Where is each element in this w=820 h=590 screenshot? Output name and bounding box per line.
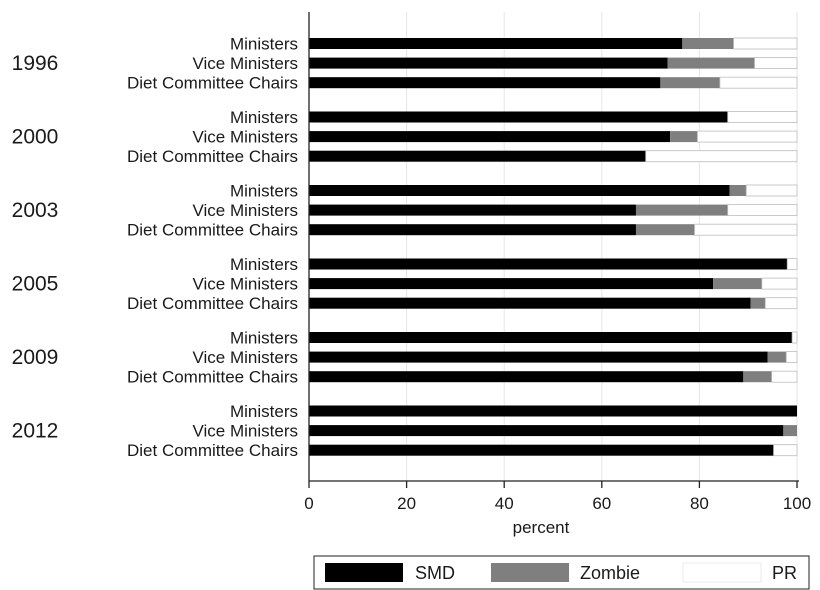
x-tick-label: 80 bbox=[690, 494, 709, 513]
group-label: 2000 bbox=[12, 126, 59, 149]
category-label: Vice Ministers bbox=[193, 128, 299, 147]
bar-segment-zombie bbox=[743, 371, 772, 383]
bar-segment-pr bbox=[645, 150, 798, 163]
category-label: Ministers bbox=[230, 182, 298, 201]
category-label: Diet Committee Chairs bbox=[127, 441, 298, 460]
bars bbox=[309, 37, 798, 457]
category-label: Diet Committee Chairs bbox=[127, 221, 298, 240]
bar-segment-smd bbox=[309, 38, 683, 49]
x-tick-label: 0 bbox=[304, 494, 313, 513]
x-axis: 0 20 40 60 80 100 bbox=[304, 12, 811, 513]
bar-segment-smd bbox=[309, 425, 784, 437]
x-axis-label: percent bbox=[513, 518, 570, 537]
bar-segment-zombie bbox=[729, 185, 747, 196]
legend-swatch-pr bbox=[682, 562, 762, 583]
bar-segment-smd bbox=[309, 131, 671, 143]
bar-segment-smd bbox=[309, 150, 646, 162]
legend-swatch-zombie bbox=[491, 563, 569, 582]
group-label: 2009 bbox=[12, 346, 59, 369]
bar-segment-smd bbox=[309, 371, 744, 383]
category-label: Ministers bbox=[230, 402, 298, 421]
bar-segment-pr bbox=[771, 370, 798, 383]
bar-segment-smd bbox=[309, 444, 774, 456]
bar-segment-smd bbox=[309, 258, 788, 270]
legend-swatch-smd bbox=[325, 563, 403, 582]
bar-segment-pr bbox=[727, 204, 798, 217]
bar-segment-smd bbox=[309, 224, 636, 236]
category-label: Ministers bbox=[230, 255, 298, 274]
category-label: Vice Ministers bbox=[193, 348, 299, 367]
group-label: 2005 bbox=[12, 273, 59, 296]
bar-segment-pr bbox=[786, 258, 798, 270]
x-tick-label: 60 bbox=[592, 494, 611, 513]
bar-segment-pr bbox=[745, 184, 798, 197]
bar-segment-pr bbox=[727, 111, 798, 123]
bar-segment-pr bbox=[719, 76, 798, 89]
category-label: Diet Committee Chairs bbox=[127, 74, 298, 93]
category-label: Vice Ministers bbox=[193, 201, 299, 220]
x-tick-label: 100 bbox=[783, 494, 811, 513]
legend-label-smd: SMD bbox=[415, 563, 455, 583]
bar-segment-smd bbox=[309, 351, 768, 363]
bar-segment-zombie bbox=[660, 77, 720, 89]
bar-segment-zombie bbox=[767, 351, 787, 363]
category-label: Diet Committee Chairs bbox=[127, 147, 298, 166]
bar-segment-zombie bbox=[635, 204, 728, 216]
category-label: Ministers bbox=[230, 329, 298, 348]
bar-segment-pr bbox=[733, 37, 798, 50]
bar-segment-zombie bbox=[682, 38, 734, 49]
category-label: Ministers bbox=[230, 35, 298, 54]
gridlines bbox=[406, 12, 798, 481]
group-label: 2012 bbox=[12, 420, 59, 443]
bar-segment-zombie bbox=[713, 278, 762, 290]
bar-segment-smd bbox=[309, 204, 636, 216]
category-label: Vice Ministers bbox=[193, 54, 299, 73]
bar-segment-zombie bbox=[670, 131, 698, 143]
category-label: Diet Committee Chairs bbox=[127, 368, 298, 387]
bar-segment-zombie bbox=[783, 425, 797, 437]
x-tick-label: 20 bbox=[397, 494, 416, 513]
group-label: 1996 bbox=[12, 52, 59, 75]
bar-segment-smd bbox=[309, 77, 661, 89]
bar-segment-smd bbox=[309, 278, 714, 290]
group-label: 2003 bbox=[12, 199, 59, 222]
category-label: Vice Ministers bbox=[193, 275, 299, 294]
bar-segment-smd bbox=[309, 332, 793, 343]
bar-segment-smd bbox=[309, 185, 730, 196]
bar-segment-pr bbox=[697, 130, 798, 143]
bar-segment-smd bbox=[309, 57, 668, 69]
x-tick-label: 40 bbox=[495, 494, 514, 513]
bar-segment-pr bbox=[764, 297, 798, 310]
bar-segment-smd bbox=[309, 111, 728, 123]
bar-segment-zombie bbox=[750, 297, 766, 309]
legend-label-zombie: Zombie bbox=[580, 563, 640, 583]
category-label: Ministers bbox=[230, 108, 298, 127]
bar-segment-pr bbox=[761, 277, 798, 290]
bar-segment-pr bbox=[754, 57, 798, 69]
bar-segment-zombie bbox=[635, 224, 695, 236]
bar-segment-zombie bbox=[667, 57, 755, 69]
bar-segment-pr bbox=[773, 444, 798, 457]
bar-segment-pr bbox=[785, 351, 798, 364]
bar-segment-smd bbox=[309, 405, 797, 417]
bar-segment-pr bbox=[694, 223, 798, 236]
category-label: Diet Committee Chairs bbox=[127, 294, 298, 313]
category-label: Vice Ministers bbox=[193, 422, 299, 441]
bar-segment-smd bbox=[309, 297, 751, 309]
legend-label-pr: PR bbox=[772, 563, 797, 583]
legend: SMD Zombie PR bbox=[313, 555, 810, 590]
bar-segment-pr bbox=[791, 331, 798, 344]
